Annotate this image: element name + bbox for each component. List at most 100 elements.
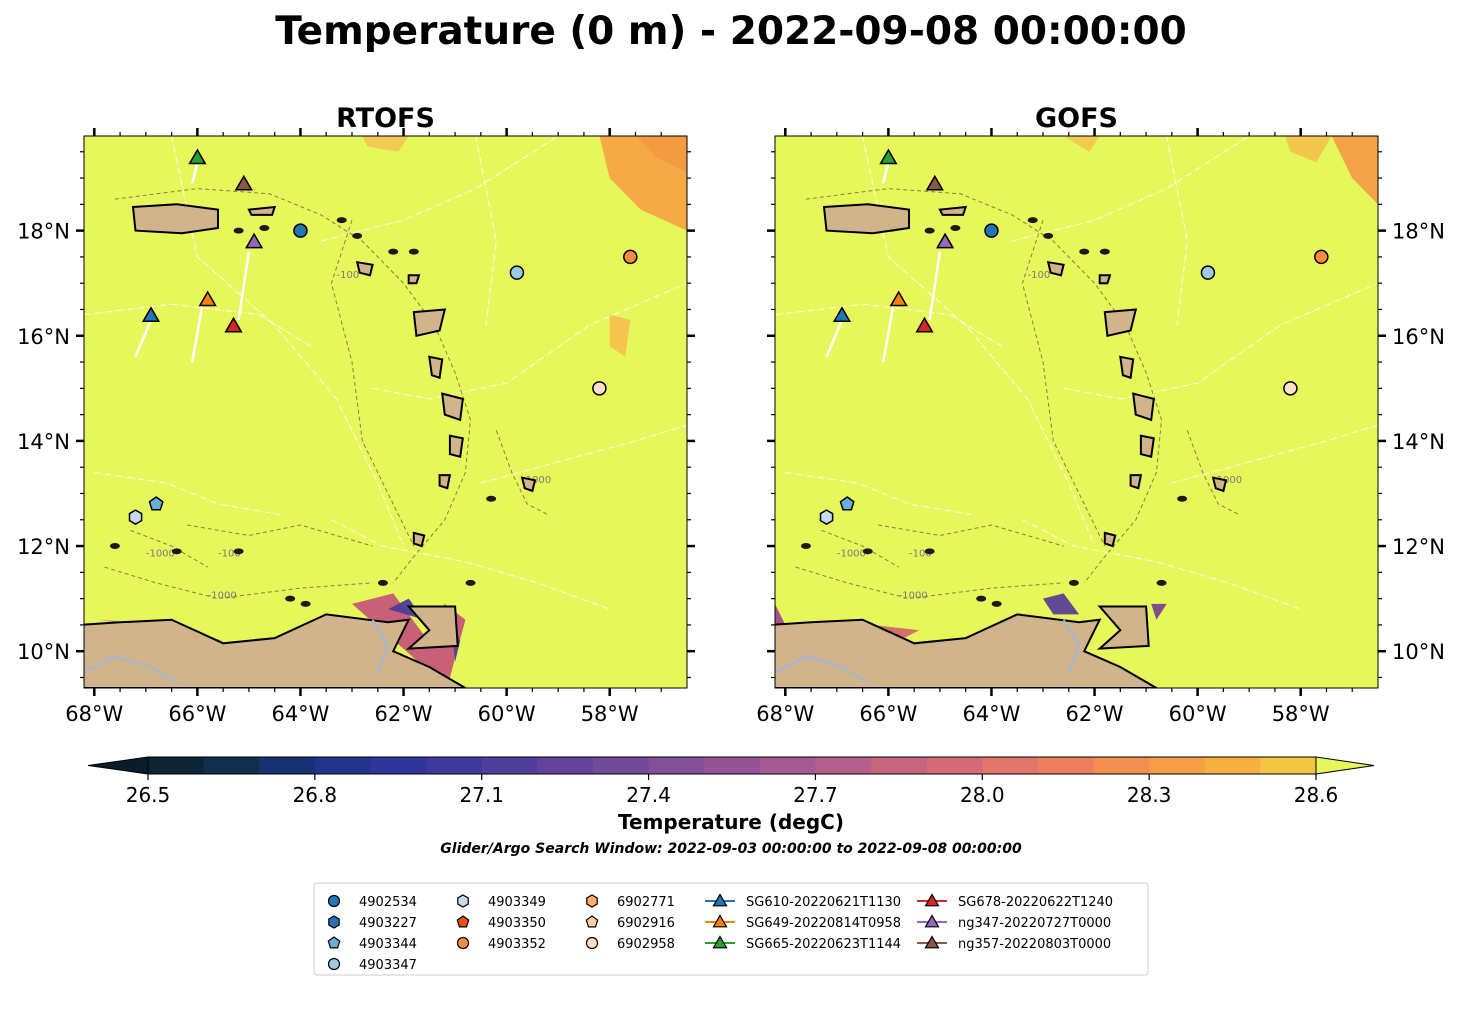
legend-label: 4903349: [488, 895, 546, 910]
glider-track: [928, 251, 942, 321]
legend-label: 4903347: [359, 958, 417, 973]
argo-float-4903352: [1314, 249, 1329, 265]
legend-marker: [327, 894, 341, 908]
land-stKitts: [1046, 260, 1065, 277]
islet: [991, 600, 1002, 607]
x-tick-label: 58°W: [581, 702, 639, 726]
argo-float-6902958: [1283, 381, 1298, 396]
glider-SG649-20220814T0958: [889, 290, 908, 307]
isobath-contour: [104, 566, 373, 600]
glider-track: [190, 161, 199, 184]
islet: [1068, 579, 1079, 586]
y-tick-label: 10°N: [1392, 640, 1445, 664]
colorbar-segment: [314, 757, 371, 774]
x-tick-label: 66°W: [859, 702, 917, 726]
islet: [465, 579, 476, 586]
legend-label: ng357-20220803T0000: [958, 937, 1111, 952]
land-guadeloupe: [1103, 308, 1138, 338]
isobath-contour: [187, 524, 373, 547]
eez-boundary: [480, 424, 687, 484]
argo-float-4903349: [819, 509, 834, 525]
x-tick-label: 68°W: [756, 702, 814, 726]
colorbar-tick-label: 26.5: [126, 783, 171, 807]
land-venezuela: [84, 613, 468, 688]
islet: [388, 248, 399, 255]
land-puertoRico: [131, 203, 219, 235]
glider-ng347-20220727T0000: [936, 232, 955, 249]
colorbar-segment: [370, 757, 427, 774]
legend-marker: [712, 935, 728, 949]
argo-float-4903347: [1200, 265, 1216, 280]
land-dominica: [1119, 355, 1135, 380]
river: [84, 655, 178, 684]
contour-label: -100: [1028, 270, 1051, 281]
glider-track: [825, 319, 844, 358]
figure-title: Temperature (0 m) - 2022-09-08 00:00:00: [275, 9, 1187, 54]
isobath-contour: [878, 524, 1064, 547]
contour-label: -1000: [208, 591, 237, 602]
colorbar-tick-label: 28.0: [960, 783, 1005, 807]
islet: [408, 248, 419, 255]
islet: [109, 543, 120, 550]
y-tick-label: 12°N: [17, 535, 70, 559]
temperature-patch: [1151, 603, 1167, 620]
isobath-contour: [130, 529, 208, 568]
glider-ng357-20220803T0000: [925, 174, 944, 191]
legend-marker: [327, 957, 341, 971]
colorbar-tick-label: 27.1: [459, 783, 504, 807]
colorbar-segment: [871, 757, 928, 774]
legend-label: SG649-20220814T0958: [746, 916, 901, 931]
glider-SG610-20220621T1130: [141, 306, 161, 322]
colorbar-segment: [148, 757, 205, 774]
colorbar-segment: [1260, 757, 1317, 774]
eez-boundary: [1011, 136, 1250, 242]
map-frame: [83, 135, 688, 689]
islet: [1177, 495, 1188, 502]
colorbar: 26.5 26.8 27.1 27.4 27.7 28.0 28.3 28.6: [87, 756, 1375, 807]
glider-SG678-20220622T1240: [224, 316, 243, 333]
islet: [1043, 232, 1054, 239]
islet: [171, 548, 182, 555]
land-trinidad: [405, 605, 459, 650]
land-stLucia: [1139, 434, 1155, 458]
argo-float-4903349: [128, 509, 143, 525]
colorbar-segment: [926, 757, 983, 774]
legend-marker: [712, 914, 728, 928]
legend-marker: [586, 894, 598, 908]
contour-label: -1000: [1213, 475, 1242, 486]
legend-marker: [924, 935, 940, 949]
land-venezuela: [775, 613, 1159, 688]
argo-float-4903352: [623, 249, 638, 265]
eez-boundary: [94, 472, 280, 515]
legend-marker: [712, 893, 728, 907]
islet: [862, 548, 873, 555]
legend-marker: [456, 936, 470, 950]
legend-label: 6902958: [617, 937, 675, 952]
legend-frame: [313, 882, 1149, 976]
colorbar-segment: [1149, 757, 1206, 774]
colorbar-frame: [147, 756, 1317, 775]
land-antigua: [407, 274, 421, 285]
colorbar-segment: [704, 757, 761, 774]
temperature-patch: [635, 136, 687, 173]
islet: [259, 225, 270, 231]
legend-label: ng347-20220727T0000: [958, 916, 1111, 931]
argo-float-4903344: [839, 496, 855, 511]
legend-label: SG610-20220621T1130: [746, 895, 901, 910]
land-martinique: [1132, 392, 1155, 422]
legend-marker: [456, 915, 470, 928]
x-tick-label: 64°W: [271, 702, 329, 726]
glider-track: [190, 303, 204, 363]
land-stLucia: [448, 434, 464, 458]
colorbar-label: Temperature (degC): [618, 810, 844, 834]
colorbar-tick-label: 27.4: [626, 783, 671, 807]
islet: [336, 217, 347, 224]
river: [775, 655, 869, 684]
islet: [1079, 248, 1090, 255]
colorbar-segment: [759, 757, 816, 774]
eez-boundary: [320, 136, 559, 242]
legend-label: 4903227: [359, 916, 417, 931]
land-puertoRico: [822, 203, 910, 235]
legend-label: 4903350: [488, 916, 546, 931]
x-tick-label: 60°W: [1169, 702, 1227, 726]
